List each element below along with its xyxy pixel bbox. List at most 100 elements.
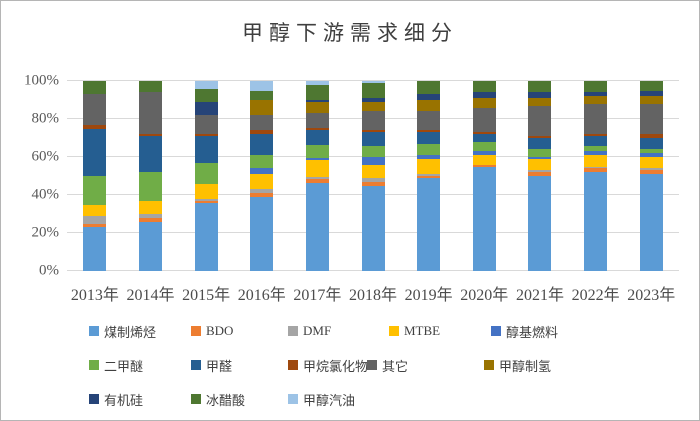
bar-slot-2017年 <box>290 80 346 271</box>
bar-segment-BDO <box>138 217 162 222</box>
stacked-bar-2023年 <box>639 81 663 271</box>
bar-slot-2020年 <box>456 81 512 271</box>
bar-segment-醇基燃料 <box>305 158 329 160</box>
bar-segment-冰醋酸 <box>528 81 552 93</box>
stacked-bar-2016年 <box>250 81 274 271</box>
legend-label: BDO <box>206 323 234 338</box>
bar-segment-二甲醚 <box>250 155 274 169</box>
legend-item-DMF: DMF <box>288 323 389 339</box>
bar-segment-冰醋酸 <box>584 81 608 93</box>
bar-segment-MTBE <box>361 164 385 178</box>
bar-segment-煤制烯烃 <box>250 196 274 271</box>
legend-swatch-icon <box>191 394 201 404</box>
bar-segment-甲醇汽油 <box>361 81 385 83</box>
bar-segment-BDO <box>194 200 218 203</box>
bar-segment-煤制烯烃 <box>138 221 162 271</box>
bar-segment-甲烷氯化物 <box>472 132 496 135</box>
bar-slot-2016年 <box>234 81 290 271</box>
legend-item-煤制烯烃: 煤制烯烃 <box>89 322 191 341</box>
bar-segment-冰醋酸 <box>194 88 218 102</box>
bar-segment-有机硅 <box>639 90 663 97</box>
bar-segment-煤制烯烃 <box>83 227 107 271</box>
bar-segment-其它 <box>472 107 496 133</box>
stacked-bar-2015年 <box>194 81 218 271</box>
bar-segment-甲醇制氢 <box>305 101 329 113</box>
legend-item-醇基燃料: 醇基燃料 <box>491 322 558 341</box>
bar-segment-BDO <box>83 223 107 228</box>
gridline <box>67 80 679 81</box>
bar-segment-甲烷氯化物 <box>361 130 385 133</box>
bar-segment-二甲醚 <box>639 149 663 154</box>
bar-segment-BDO <box>472 164 496 167</box>
legend-swatch-icon <box>89 326 99 336</box>
bar-segment-BDO <box>361 181 385 186</box>
bar-segment-甲醇制氢 <box>528 98 552 106</box>
bar-segment-BDO <box>528 172 552 176</box>
y-axis-tick-label: 100% <box>24 72 59 89</box>
legend-label: DMF <box>303 323 332 338</box>
bar-segment-甲烷氯化物 <box>584 134 608 137</box>
bar-segment-MTBE <box>528 158 552 171</box>
bar-segment-醇基燃料 <box>250 168 274 175</box>
bar-segment-DMF <box>305 176 329 179</box>
x-axis-label: 2020年 <box>460 287 509 304</box>
legend-row: 有机硅 冰醋酸 甲醇汽油 <box>89 391 679 408</box>
plot-area <box>67 80 679 271</box>
y-axis-tick-label: 20% <box>31 224 60 241</box>
bar-segment-其它 <box>194 115 218 135</box>
bar-segment-甲醛 <box>194 136 218 163</box>
legend-label: 甲醛 <box>206 358 233 374</box>
stacked-bar-2017年 <box>305 80 329 271</box>
bar-segment-甲醛 <box>305 129 329 145</box>
bar-segment-煤制烯烃 <box>584 172 608 271</box>
legend-label: 冰醋酸 <box>206 392 246 408</box>
bar-segment-其它 <box>361 111 385 131</box>
bar-segment-有机硅 <box>528 92 552 99</box>
bar-segment-甲醇汽油 <box>305 80 329 85</box>
bar-segment-醇基燃料 <box>417 155 441 159</box>
stacked-bar-2022年 <box>584 81 608 271</box>
bar-segment-甲烷氯化物 <box>528 136 552 139</box>
bar-segment-DMF <box>83 215 107 224</box>
legend-label: 其它 <box>382 358 409 374</box>
bar-segment-DMF <box>194 198 218 201</box>
x-axis-label: 2015年 <box>182 287 231 304</box>
bar-segment-甲醇制氢 <box>639 96 663 104</box>
bar-slot-2014年 <box>123 81 179 271</box>
legend-swatch-icon <box>191 326 201 336</box>
x-axis-label: 2017年 <box>293 287 342 304</box>
bar-slot-2015年 <box>178 81 234 271</box>
bar-segment-MTBE <box>138 200 162 215</box>
bar-segment-煤制烯烃 <box>528 176 552 271</box>
bar-segment-醇基燃料 <box>528 157 552 159</box>
legend-swatch-icon <box>191 360 201 370</box>
bar-segment-BDO <box>250 193 274 197</box>
legend-item-BDO: BDO <box>191 323 288 339</box>
legend-swatch-icon <box>389 326 399 336</box>
legend-label: 二甲醚 <box>104 358 144 374</box>
bar-segment-甲醇制氢 <box>472 98 496 108</box>
bar-segment-甲醇制氢 <box>361 101 385 112</box>
bar-segment-二甲醚 <box>417 143 441 156</box>
bar-slot-2019年 <box>401 81 457 271</box>
x-axis-label: 2016年 <box>237 287 286 304</box>
legend-label: 有机硅 <box>104 392 144 408</box>
y-axis-tick-label: 0% <box>39 262 59 279</box>
bar-segment-冰醋酸 <box>305 84 329 100</box>
bar-segment-二甲醚 <box>528 149 552 158</box>
bar-segment-二甲醚 <box>361 145 385 158</box>
x-axis-label: 2013年 <box>70 287 119 304</box>
bar-segment-煤制烯烃 <box>305 182 329 271</box>
bar-segment-其它 <box>584 103 608 135</box>
bar-segment-甲烷氯化物 <box>194 134 218 137</box>
bar-slot-2022年 <box>568 81 624 271</box>
bar-segment-有机硅 <box>305 99 329 102</box>
bar-segment-冰醋酸 <box>361 82 385 99</box>
bar-segment-二甲醚 <box>472 141 496 152</box>
bar-segment-甲醇制氢 <box>417 100 441 112</box>
stacked-bar-2013年 <box>83 81 107 271</box>
bar-segment-二甲醚 <box>138 172 162 201</box>
stacked-bar-2014年 <box>138 81 162 271</box>
bar-segment-有机硅 <box>584 92 608 97</box>
